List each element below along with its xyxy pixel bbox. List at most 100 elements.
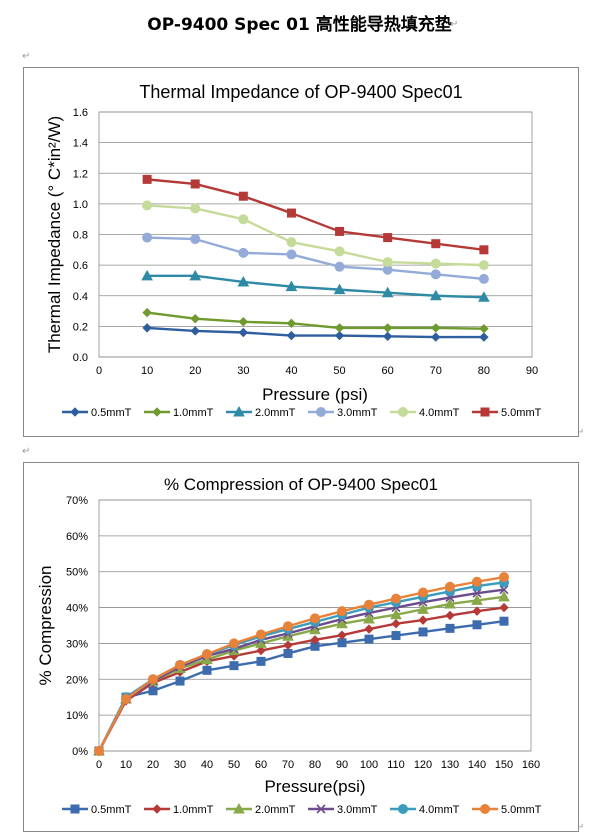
compression-legend-marker — [480, 804, 490, 814]
impedance-x-tick-label: 70 — [430, 365, 442, 377]
paragraph-mark: ↵ — [576, 427, 585, 438]
compression-data-point — [444, 597, 456, 609]
compression-data-point — [498, 590, 510, 602]
impedance-data-point — [286, 237, 297, 248]
paragraph-mark: ↵ — [22, 51, 31, 62]
compression-data-point — [310, 613, 320, 624]
compression-data-point — [391, 593, 401, 604]
compression-legend-label: 5.0mmT — [501, 804, 542, 816]
impedance-data-point — [335, 226, 345, 236]
impedance-data-point — [286, 208, 296, 218]
compression-data-point — [472, 588, 482, 598]
impedance-data-point — [238, 214, 249, 225]
paragraph-mark: ↵ — [22, 446, 31, 457]
impedance-data-point — [334, 246, 345, 257]
impedance-data-point — [189, 269, 202, 281]
impedance-y-tick-label: 0.8 — [73, 230, 88, 242]
compression-x-axis-label: Pressure(psi) — [264, 777, 365, 796]
compression-data-point — [363, 613, 375, 624]
compression-legend-marker — [316, 804, 326, 814]
compression-legend-marker — [152, 804, 162, 814]
compression-data-point — [148, 686, 158, 696]
impedance-title: Thermal Impedance of OP-9400 Spec01 — [139, 82, 462, 102]
compression-data-point — [175, 676, 185, 686]
impedance-x-tick-label: 90 — [526, 365, 538, 377]
compression-data-point — [418, 627, 428, 637]
compression-x-tick-label: 160 — [522, 759, 540, 771]
compression-data-point — [148, 674, 158, 685]
impedance-data-point — [479, 332, 489, 342]
compression-data-point — [256, 656, 266, 666]
compression-data-point — [499, 602, 509, 613]
compression-series-line — [97, 575, 505, 752]
compression-x-tick-label: 130 — [441, 759, 459, 771]
compression-y-axis-label: % Compression — [36, 566, 55, 686]
impedance-series-2.0mmT — [141, 269, 490, 302]
impedance-legend-label: 2.0mmT — [255, 407, 296, 419]
compression-x-tick-label: 30 — [174, 759, 186, 771]
compression-data-point — [390, 608, 402, 620]
impedance-data-point — [478, 273, 489, 284]
impedance-series-line — [147, 236, 485, 281]
compression-x-tick-label: 90 — [336, 759, 348, 771]
impedance-data-point — [286, 330, 297, 341]
compression-x-tick-label: 40 — [201, 759, 213, 771]
impedance-series-3.0mmT — [142, 232, 489, 284]
impedance-y-tick-label: 1.4 — [73, 138, 88, 150]
compression-data-point — [445, 623, 455, 633]
compression-data-point — [94, 746, 104, 756]
compression-data-point — [499, 585, 509, 595]
compression-data-point — [471, 594, 483, 605]
impedance-data-point — [238, 317, 249, 327]
impedance-data-point — [141, 269, 153, 281]
impedance-y-tick-label: 1.6 — [73, 107, 88, 119]
compression-data-point — [336, 617, 348, 629]
impedance-series-0.5mmT — [142, 323, 489, 342]
impedance-data-point — [286, 318, 297, 329]
compression-y-tick-label: 30% — [66, 638, 88, 650]
compression-legend: 0.5mmT 1.0mmT 2.0mmT 3.0mmT 4.0mmT 5.0mmT — [62, 802, 542, 816]
compression-y-tick-label: 20% — [66, 674, 88, 686]
impedance-data-point — [381, 286, 394, 298]
impedance-x-tick-label: 80 — [478, 365, 490, 377]
compression-x-tick-label: 120 — [414, 759, 432, 771]
impedance-data-point — [142, 200, 153, 211]
impedance-data-point — [238, 191, 248, 201]
impedance-legend-marker — [316, 407, 326, 417]
impedance-data-point — [238, 247, 249, 258]
impedance-data-point — [382, 257, 393, 268]
compression-data-point — [175, 659, 185, 670]
compression-legend-label: 1.0mmT — [173, 804, 214, 816]
impedance-data-point — [479, 245, 489, 255]
compression-data-point — [202, 649, 212, 660]
impedance-legend-label: 4.0mmT — [419, 407, 460, 419]
compression-series-0.5mmT — [94, 616, 509, 756]
impedance-data-point — [142, 323, 152, 333]
compression-legend-marker — [70, 804, 80, 814]
impedance-data-point — [334, 330, 345, 341]
impedance-x-tick-label: 20 — [189, 365, 201, 377]
impedance-legend-marker — [480, 407, 490, 417]
compression-data-point — [337, 630, 347, 640]
impedance-data-point — [238, 327, 249, 338]
impedance-x-axis-label: Pressure (psi) — [262, 385, 368, 404]
impedance-y-tick-label: 0.2 — [73, 321, 88, 333]
compression-data-point — [472, 576, 482, 587]
impedance-y-tick-label: 0.6 — [73, 260, 88, 272]
compression-data-point — [337, 638, 347, 648]
impedance-data-point — [190, 179, 200, 189]
compression-x-tick-label: 70 — [282, 759, 294, 771]
impedance-legend-label: 0.5mmT — [91, 407, 132, 419]
compression-x-tick-label: 20 — [147, 759, 159, 771]
impedance-y-tick-label: 0.0 — [73, 352, 88, 364]
impedance-y-tick-label: 1.2 — [73, 168, 88, 180]
compression-y-tick-label: 0% — [72, 746, 88, 758]
paragraph-mark: ↵ — [450, 19, 459, 30]
impedance-data-point — [431, 332, 441, 342]
impedance-x-tick-label: 30 — [237, 365, 249, 377]
impedance-legend-label: 3.0mmT — [337, 407, 378, 419]
impedance-data-point — [478, 260, 489, 271]
impedance-data-point — [142, 232, 153, 243]
impedance-data-point — [478, 291, 490, 302]
compression-series-line — [97, 595, 505, 752]
